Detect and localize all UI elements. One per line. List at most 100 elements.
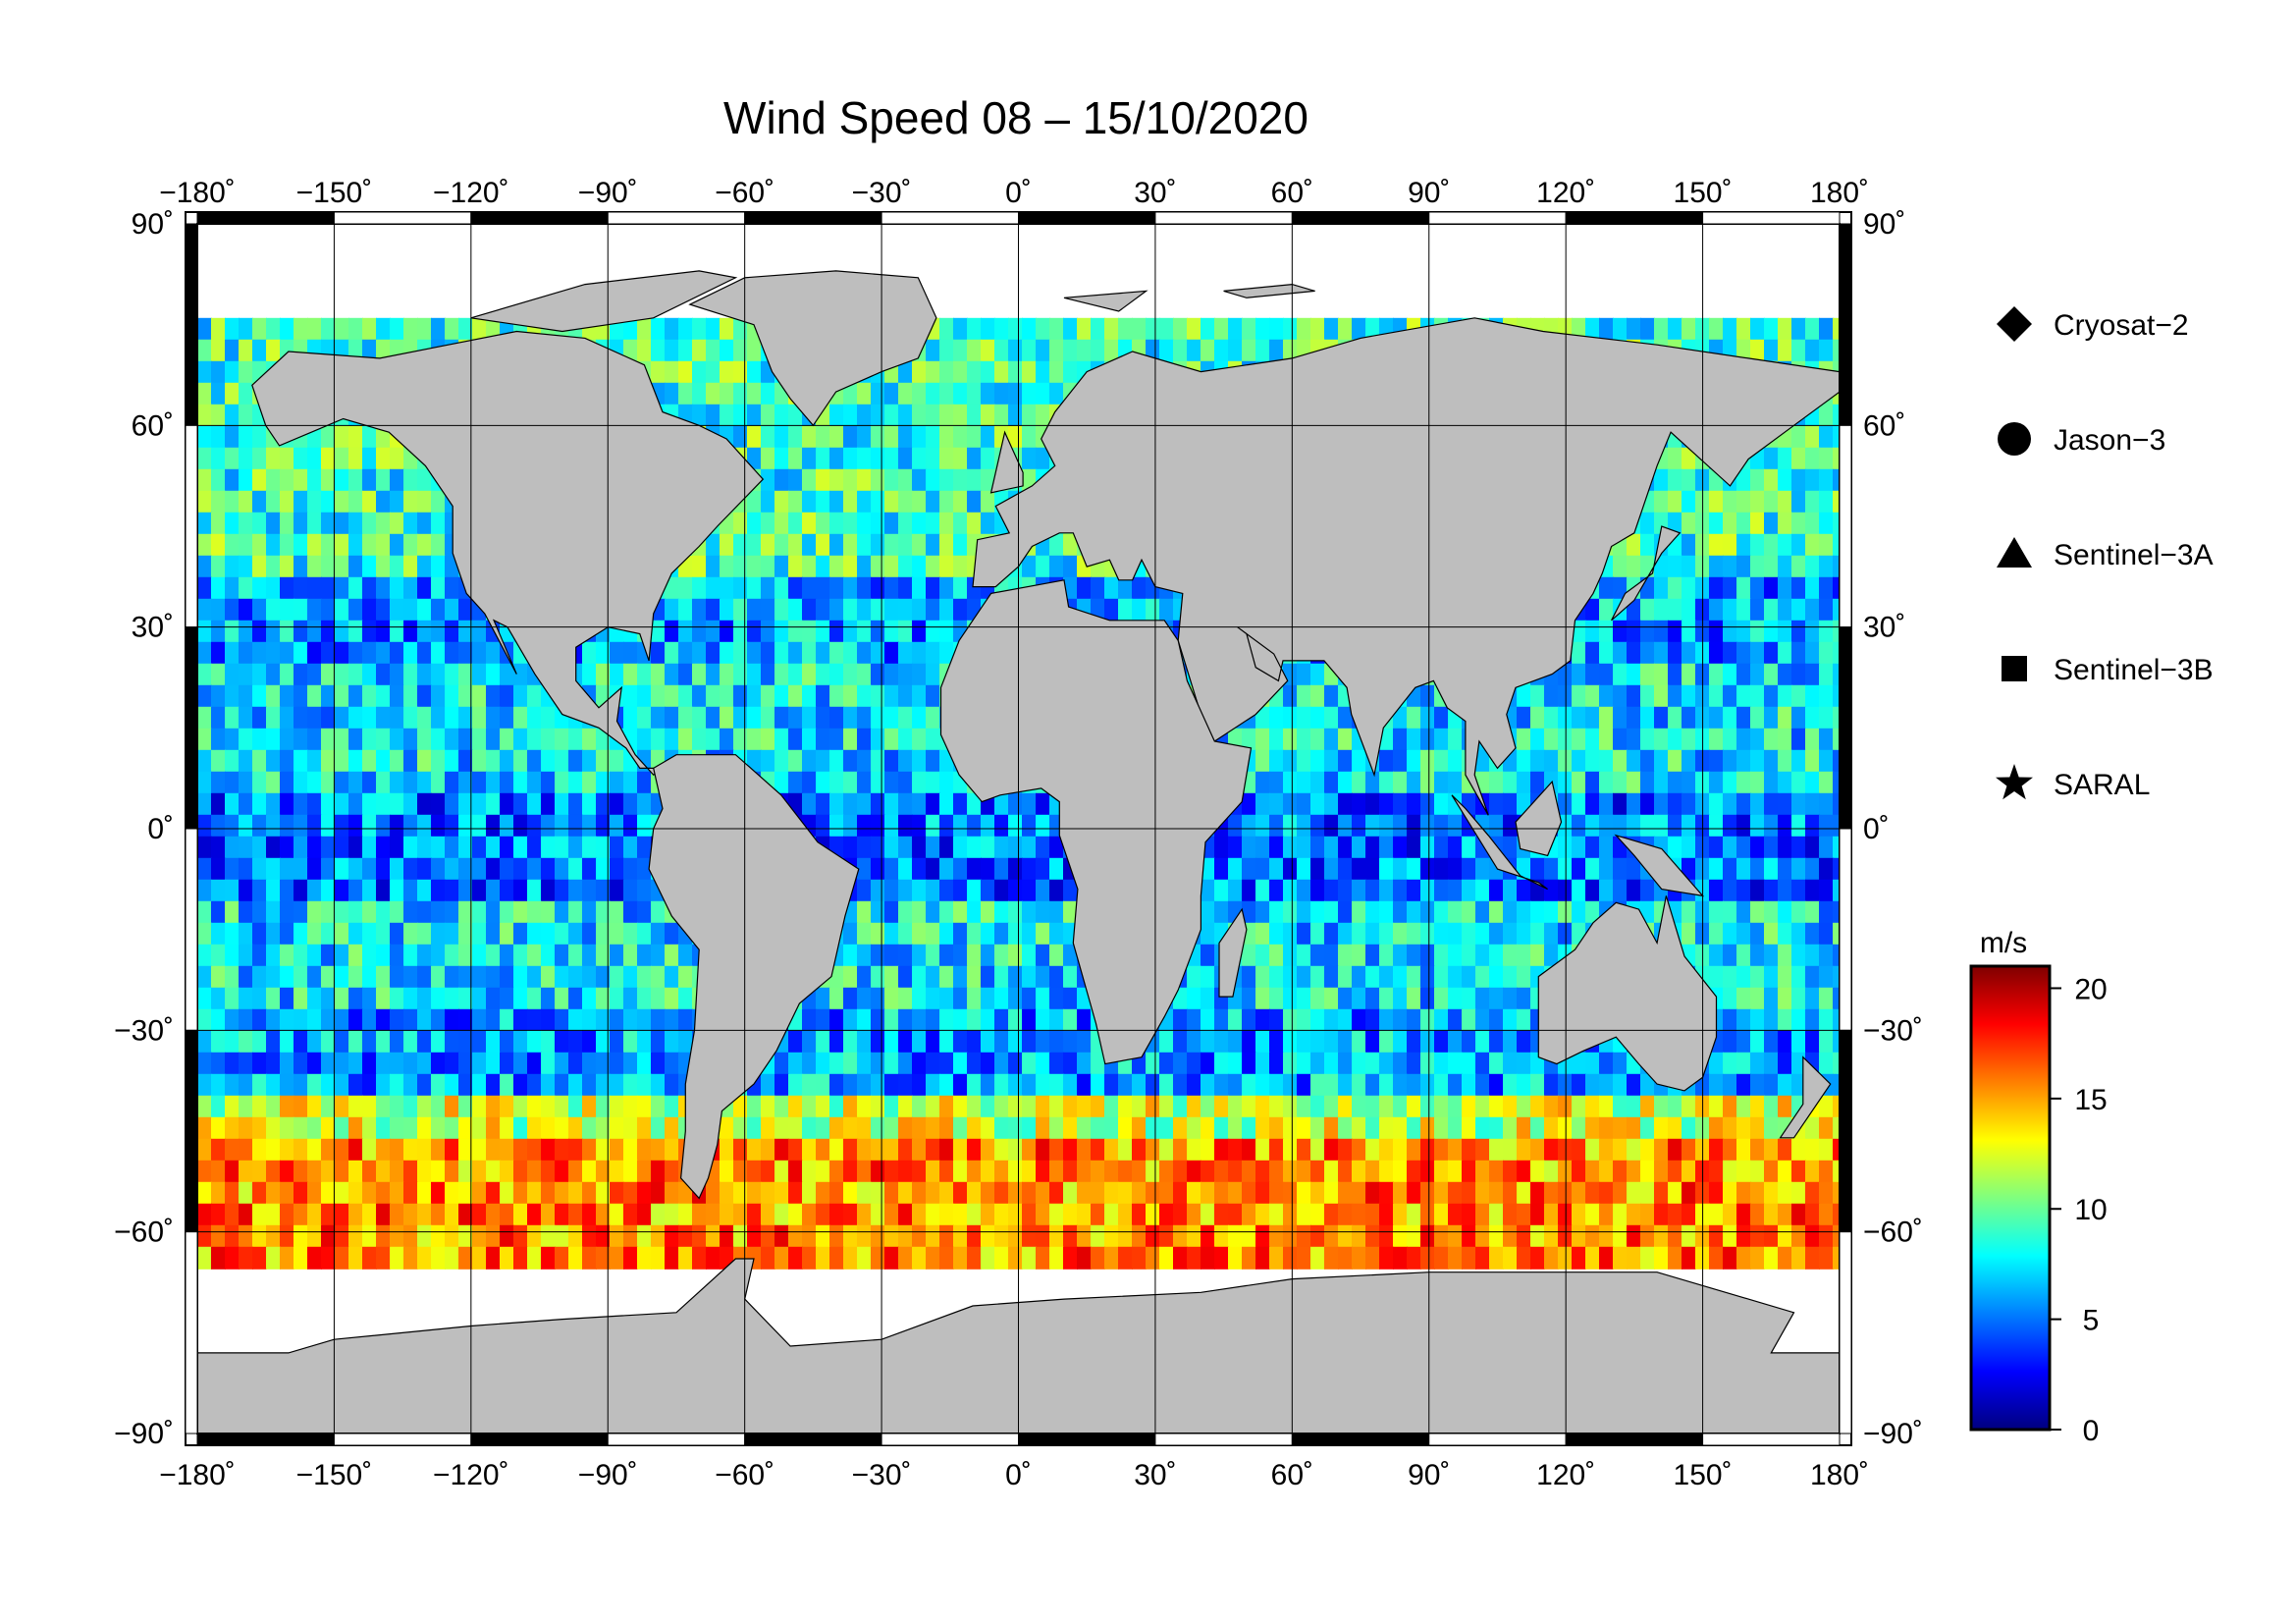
land-polygon xyxy=(1537,895,1718,1092)
legend-label: Jason−3 xyxy=(2054,424,2165,457)
frame-segment-bottom xyxy=(881,1433,1019,1446)
frame-segment-left xyxy=(185,626,198,830)
longitude-tick-label-top: 90˚ xyxy=(1408,177,1450,209)
latitude-labels-left: 90˚ 60˚ 30˚ 0˚ −30˚ −60˚ −90˚ xyxy=(114,208,174,1450)
frame-segment-top xyxy=(1428,211,1567,225)
frame-segment-right xyxy=(1839,1029,1852,1233)
frame-segment-left xyxy=(185,828,198,1031)
graticule xyxy=(197,224,1840,1434)
land-polygon xyxy=(972,317,1840,816)
land-polygon xyxy=(251,330,765,777)
frame-segment-top xyxy=(333,211,472,225)
legend-label: SARAL xyxy=(2054,769,2150,801)
colorbar-ticks: 0 5 10 15 20 xyxy=(2050,973,2108,1447)
colorbar-tick-label: 5 xyxy=(2083,1305,2100,1337)
frame-segment-right xyxy=(1839,223,1852,426)
colorbar-tick-label: 20 xyxy=(2074,973,2107,1005)
land-polygon xyxy=(1063,290,1148,312)
frame-segment-right xyxy=(1839,1231,1852,1434)
frame-segment-bottom xyxy=(1565,1433,1704,1446)
latitude-tick-label-right: −30˚ xyxy=(1863,1014,1923,1047)
legend-label: Sentinel−3A xyxy=(2054,539,2214,571)
longitude-labels-top: −180˚ −150˚ −120˚ −90˚ −60˚ −30˚ 0˚ 30˚ 60˚ 90˚ 12… xyxy=(159,177,1869,209)
latitude-tick-label-right: 90˚ xyxy=(1863,208,1905,241)
frame-segment-top xyxy=(1565,211,1704,225)
frame-segment-bottom xyxy=(470,1433,609,1446)
frame-segment-top xyxy=(881,211,1019,225)
frame-segment-bottom xyxy=(333,1433,472,1446)
frame-segment-bottom xyxy=(1291,1433,1430,1446)
frame-segment-top xyxy=(1154,211,1293,225)
frame-segment-right xyxy=(1839,424,1852,628)
latitude-tick-label-left: −60˚ xyxy=(114,1217,174,1249)
frame-segment-bottom xyxy=(744,1433,882,1446)
star-marker-icon xyxy=(1996,764,2033,800)
frame-segment-top xyxy=(196,211,335,225)
longitude-tick-label-top: −150˚ xyxy=(296,177,373,209)
latitude-tick-label-left: 0˚ xyxy=(147,813,174,845)
longitude-tick-label-top: 30˚ xyxy=(1134,177,1176,209)
longitude-tick-label-bottom: −150˚ xyxy=(296,1459,373,1491)
legend-label: Sentinel−3B xyxy=(2054,654,2214,686)
frame-segment-left xyxy=(185,223,198,426)
diamond-marker-icon xyxy=(1997,306,2032,342)
frame-segment-bottom xyxy=(1018,1433,1156,1446)
latitude-tick-label-left: 30˚ xyxy=(132,612,174,644)
triangle-marker-icon xyxy=(1997,537,2032,568)
longitude-tick-label-top: −60˚ xyxy=(715,177,774,209)
land-polygon xyxy=(1515,780,1563,857)
latitude-labels-right: 90˚ 60˚ 30˚ 0˚ −30˚ −60˚ −90˚ xyxy=(1863,208,1923,1450)
land-polygon xyxy=(1451,794,1548,891)
longitude-tick-label-bottom: −60˚ xyxy=(715,1459,774,1491)
longitude-labels-bottom: −180˚ −150˚ −120˚ −90˚ −60˚ −30˚ 0˚ 30˚ 60˚ 90˚ 12… xyxy=(159,1459,1869,1491)
colorbar-tick-label: 0 xyxy=(2083,1415,2100,1447)
longitude-tick-label-top: 180˚ xyxy=(1810,177,1869,209)
colorbar: m/s 0 5 10 15 20 xyxy=(1969,927,2108,1447)
frame-segment-top xyxy=(1018,211,1156,225)
frame-segment-left xyxy=(185,424,198,628)
square-marker-icon xyxy=(2002,656,2027,681)
circle-marker-icon xyxy=(1998,422,2031,456)
latitude-tick-label-right: 0˚ xyxy=(1863,813,1890,845)
land-polygon xyxy=(1779,1055,1832,1139)
latitude-tick-label-left: 60˚ xyxy=(132,409,174,442)
frame-segment-top xyxy=(1702,211,1841,225)
frame-segment-bottom xyxy=(1702,1433,1841,1446)
frame-segment-top xyxy=(1291,211,1430,225)
latitude-tick-label-right: 30˚ xyxy=(1863,612,1905,644)
longitude-tick-label-top: −30˚ xyxy=(852,177,912,209)
frame-segment-bottom xyxy=(196,1433,335,1446)
frame-segment-top xyxy=(470,211,609,225)
longitude-tick-label-top: 150˚ xyxy=(1674,177,1733,209)
land-polygon xyxy=(1218,907,1248,998)
longitude-tick-label-top: −120˚ xyxy=(433,177,509,209)
latitude-tick-label-left: −30˚ xyxy=(114,1014,174,1047)
longitude-tick-label-bottom: −120˚ xyxy=(433,1459,509,1491)
longitude-tick-label-top: −90˚ xyxy=(578,177,638,209)
land-polygon xyxy=(648,754,860,1200)
land-polygon xyxy=(470,270,738,333)
map-frame xyxy=(185,211,1852,1446)
latitude-tick-label-right: −90˚ xyxy=(1863,1418,1923,1450)
chart-title: Wind Speed 08 – 15/10/2020 xyxy=(723,92,1308,143)
map-area xyxy=(197,224,1840,1434)
frame-segment-left xyxy=(185,1231,198,1434)
colorbar-tick-label: 15 xyxy=(2074,1084,2107,1116)
longitude-tick-label-top: 0˚ xyxy=(1005,177,1032,209)
longitude-tick-label-bottom: 60˚ xyxy=(1271,1459,1313,1491)
latitude-tick-label-left: −90˚ xyxy=(114,1418,174,1450)
satellite-legend: Cryosat−2 Jason−3 Sentinel−3A Sentinel−3B SA… xyxy=(1996,306,2214,801)
land-polygon xyxy=(989,430,1024,494)
longitude-tick-label-bottom: −90˚ xyxy=(578,1459,638,1491)
frame-segment-top xyxy=(744,211,882,225)
longitude-tick-label-bottom: 30˚ xyxy=(1134,1459,1176,1491)
longitude-tick-label-top: 60˚ xyxy=(1271,177,1313,209)
longitude-tick-label-bottom: 180˚ xyxy=(1810,1459,1869,1491)
colorbar-tick-label: 10 xyxy=(2074,1194,2107,1226)
longitude-tick-label-bottom: −30˚ xyxy=(852,1459,912,1491)
longitude-tick-label-bottom: 0˚ xyxy=(1005,1459,1032,1491)
land-polygon xyxy=(1614,834,1705,897)
legend-label: Cryosat−2 xyxy=(2054,309,2189,342)
frame-segment-right xyxy=(1839,828,1852,1031)
